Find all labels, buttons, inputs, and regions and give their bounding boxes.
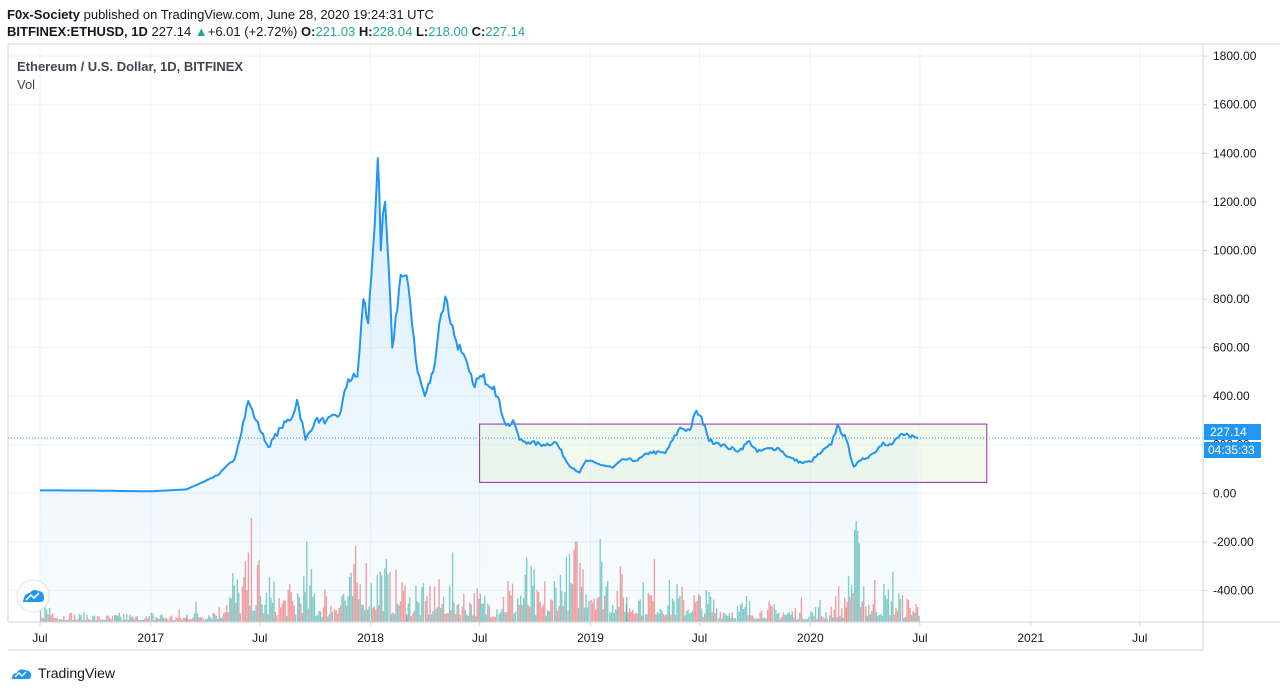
high-value: 228.04 — [372, 24, 413, 39]
x-tick-label: Jul — [1132, 631, 1147, 645]
x-tick-label: Jul — [252, 631, 267, 645]
y-tick-label: 0.00 — [1213, 486, 1237, 500]
author-name[interactable]: F0x-Society — [7, 7, 80, 22]
x-tick-label: 2019 — [577, 631, 604, 645]
open-value: 221.03 — [315, 24, 356, 39]
price-line — [39, 157, 919, 493]
y-tick-label: 400.00 — [1213, 389, 1250, 403]
price-area-fill — [39, 158, 919, 622]
low-value: 218.00 — [428, 24, 468, 39]
chart-header: F0x-Society published on TradingView.com… — [7, 6, 525, 40]
y-tick-label: 1600.00 — [1213, 98, 1257, 112]
price-tag-countdown: 04:35:33 — [1208, 443, 1255, 457]
publish-line: F0x-Society published on TradingView.com… — [7, 6, 525, 23]
x-tick-label: Jul — [692, 631, 707, 645]
price-axis[interactable]: 1800.00 1600.00 1400.00 1200.00 1000.00 800.0… — [1203, 49, 1257, 597]
open-label: O: — [300, 24, 316, 39]
y-tick-label: -200.00 — [1213, 535, 1254, 549]
y-tick-label: 1200.00 — [1213, 195, 1257, 209]
ohlc-line: BITFINEX:ETHUSD, 1D 227.14 ▲+6.01 (+2.72… — [7, 23, 525, 40]
low-label: L: — [415, 24, 429, 39]
y-tick-label: 600.00 — [1213, 341, 1250, 355]
volume-bar — [918, 615, 920, 622]
legend-title: Ethereum / U.S. Dollar, 1D, BITFINEX — [17, 59, 243, 74]
symbol-label[interactable]: BITFINEX:ETHUSD, 1D — [7, 24, 148, 39]
x-tick-label: 2020 — [797, 631, 824, 645]
price-tag: 227.14 04:35:33 — [1204, 424, 1261, 458]
close-value: 227.14 — [485, 24, 526, 39]
x-tick-label: Jul — [472, 631, 487, 645]
price-change: +6.01 (+2.72%) — [207, 24, 298, 39]
chart-wave-icon — [25, 592, 40, 601]
price-axis-bg — [1203, 44, 1280, 622]
tradingview-cloud-icon — [12, 669, 31, 679]
y-tick-label: 1800.00 — [1213, 49, 1257, 63]
y-tick-label: 1400.00 — [1213, 146, 1257, 160]
x-tick-label: Jul — [912, 631, 927, 645]
last-price: 227.14 — [151, 24, 192, 39]
price-tag-value: 227.14 — [1210, 425, 1247, 439]
x-tick-label: Jul — [32, 631, 47, 645]
up-triangle-icon: ▲ — [194, 24, 208, 39]
legend-indicator: Vol — [17, 77, 35, 92]
y-tick-label: 800.00 — [1213, 292, 1250, 306]
x-tick-label: 2017 — [137, 631, 164, 645]
x-tick-label: 2018 — [357, 631, 384, 645]
y-tick-label: -400.00 — [1213, 583, 1254, 597]
high-label: H: — [358, 24, 373, 39]
time-axis[interactable]: Jul 2017 Jul 2018 Jul 2019 Jul 2020 Jul 2021 Jul — [32, 622, 1147, 645]
x-tick-label: 2021 — [1017, 631, 1044, 645]
y-tick-label: 1000.00 — [1213, 243, 1257, 257]
range-box-drawing[interactable] — [479, 423, 988, 483]
published-text: published on TradingView.com, June 28, 2… — [83, 7, 434, 22]
tradingview-logo-badge[interactable] — [16, 579, 50, 613]
footer: TradingView — [10, 663, 115, 683]
close-label: C: — [471, 24, 486, 39]
footer-brand[interactable]: TradingView — [38, 665, 116, 681]
